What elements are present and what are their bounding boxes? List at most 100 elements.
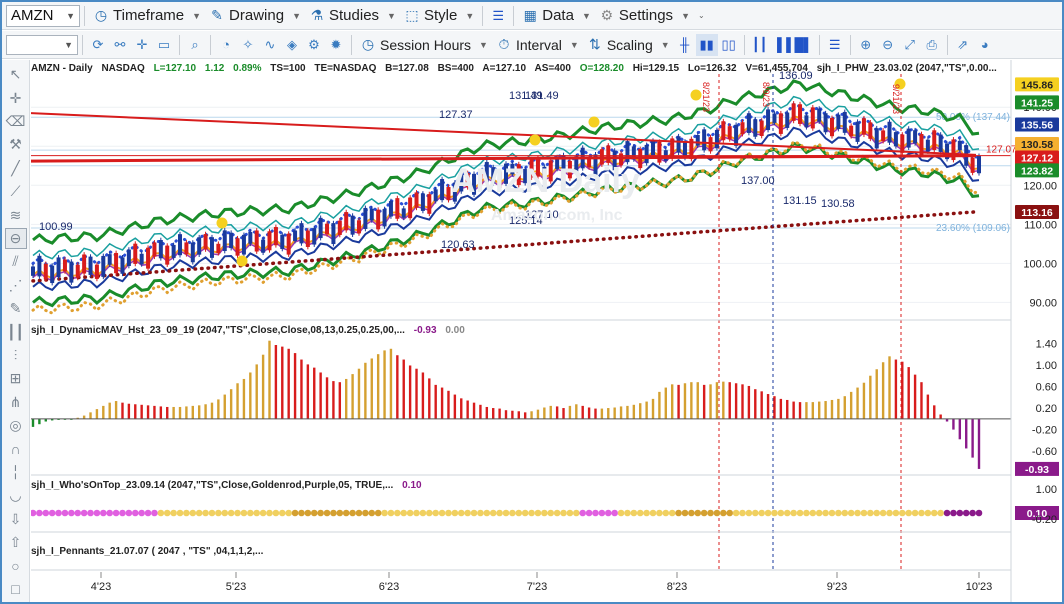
scaling-menu[interactable]: ⇅ Scaling ▼ bbox=[583, 33, 674, 57]
speed-lines-icon[interactable]: ⫶ bbox=[13, 346, 18, 363]
whos-on-top-dot bbox=[221, 509, 229, 517]
arrow-up-icon[interactable]: ⇧ bbox=[9, 534, 22, 551]
histogram-bar bbox=[779, 398, 783, 419]
ellipse-icon[interactable]: ○ bbox=[11, 557, 20, 574]
eraser-icon[interactable]: ⌫ bbox=[5, 112, 26, 129]
histogram-bar bbox=[313, 367, 316, 419]
price-candles bbox=[31, 101, 981, 286]
histogram-bar bbox=[702, 384, 706, 419]
divider bbox=[513, 5, 515, 26]
style-menu[interactable]: ⬚ Style ▼ bbox=[400, 4, 478, 28]
marker-icon[interactable]: ╎ bbox=[11, 463, 20, 480]
price-badge bbox=[1015, 204, 1059, 219]
refresh-icon[interactable]: ⟳ bbox=[92, 36, 104, 52]
link-icon[interactable]: ⚯ bbox=[114, 36, 126, 52]
symbol-combo[interactable]: AMZN ▼ bbox=[6, 4, 80, 27]
histogram-bar bbox=[639, 403, 642, 419]
whos-on-top-dot bbox=[202, 509, 209, 517]
candle-body bbox=[452, 182, 457, 202]
candle-body bbox=[727, 126, 732, 140]
whos-on-top-dot bbox=[464, 509, 471, 517]
bars-widest-icon[interactable]: █▌ bbox=[794, 37, 813, 52]
fit-icon[interactable]: ⤢ bbox=[904, 36, 915, 52]
layout-icon[interactable]: ☰ bbox=[828, 36, 841, 52]
histogram-bar bbox=[370, 358, 373, 419]
zoom-in-icon[interactable]: ⊕ bbox=[860, 36, 872, 52]
chevron-down-icon[interactable]: ▼ bbox=[66, 10, 75, 21]
hollow-candle-icon[interactable]: ▯▯ bbox=[721, 36, 736, 52]
horizontal-line-icon[interactable]: ⊖ bbox=[4, 227, 27, 250]
gann-icon[interactable]: ⊞ bbox=[9, 370, 22, 387]
wand-icon[interactable]: ✧ bbox=[242, 36, 254, 52]
whos-on-top-dot bbox=[285, 509, 292, 517]
histogram-bar bbox=[766, 394, 770, 419]
bars-wide-icon[interactable]: ▐▐ bbox=[772, 37, 791, 52]
chart-canvas[interactable]: 50.00% (137.44) 23.60% (109.06) 127.07 12… bbox=[31, 60, 1062, 602]
cog-icon[interactable]: ✹ bbox=[330, 36, 342, 52]
candle-body bbox=[721, 121, 726, 141]
timeframe-menu[interactable]: ◷ Timeframe ▼ bbox=[89, 4, 205, 28]
histogram-bar bbox=[600, 408, 604, 419]
magnifier-icon[interactable]: ⌕ bbox=[191, 36, 199, 52]
trendline-icon[interactable]: ╱ bbox=[11, 159, 20, 176]
layout-combo[interactable]: ▼ bbox=[6, 34, 78, 55]
fibonacci-icon[interactable]: ≋ bbox=[9, 206, 22, 223]
histogram-bar bbox=[287, 348, 290, 419]
candle-body bbox=[184, 242, 189, 255]
price-tick-label: 120.00 bbox=[1023, 180, 1057, 192]
vertical-bars-icon[interactable]: ┃┃ bbox=[7, 323, 24, 340]
crosshair-icon[interactable]: ✛ bbox=[136, 36, 148, 52]
candle-body bbox=[293, 230, 298, 242]
time-tick-label: 8'23 bbox=[667, 581, 687, 593]
print-icon[interactable]: ⎙ bbox=[926, 36, 937, 52]
add-chart-icon[interactable]: ⇗ bbox=[957, 36, 969, 52]
spiral-icon[interactable]: ◎ bbox=[9, 417, 22, 434]
candle-body bbox=[555, 157, 560, 169]
drawing-menu[interactable]: ✎ Drawing ▼ bbox=[205, 4, 305, 28]
whos-on-top-dot bbox=[138, 509, 145, 517]
data-menu[interactable]: ▦ Data ▼ bbox=[518, 4, 595, 28]
dynamicmav-value: -0.93 bbox=[414, 325, 437, 336]
gauge-icon[interactable]: ◔ bbox=[222, 37, 230, 52]
studies-menu[interactable]: ⚗ Studies ▼ bbox=[305, 4, 400, 28]
arrow-down-icon[interactable]: ⇩ bbox=[9, 510, 22, 527]
trendline-extend-icon[interactable]: ⟋ bbox=[10, 183, 21, 200]
gear-icon[interactable]: ⚙ bbox=[308, 36, 320, 52]
candle-body bbox=[535, 157, 540, 177]
candle-body bbox=[273, 226, 278, 246]
zoom-out-icon[interactable]: ⊖ bbox=[882, 36, 894, 52]
crosshair-icon[interactable]: ✛ bbox=[9, 89, 22, 106]
bar-chart-icon[interactable]: ╫ bbox=[680, 37, 690, 52]
rectangle-icon[interactable]: □ bbox=[11, 581, 20, 598]
gear-icon: ⚙ bbox=[600, 7, 614, 23]
wrench-icon[interactable]: ⚒ bbox=[9, 136, 22, 153]
palette-icon[interactable]: ◕ bbox=[980, 37, 989, 52]
histogram-bar bbox=[728, 382, 731, 419]
chart-settings-icon[interactable]: ◈ bbox=[287, 36, 297, 52]
candle-chart-icon[interactable]: ▮▮ bbox=[695, 33, 718, 56]
candle-body bbox=[829, 117, 834, 137]
session-hours-menu[interactable]: ◷ Session Hours ▼ bbox=[356, 33, 492, 57]
histogram-bar bbox=[658, 391, 661, 419]
cursor-icon[interactable]: ↖ bbox=[9, 66, 22, 83]
bars-narrow-icon[interactable]: ┃┃ bbox=[751, 36, 768, 52]
channel-icon[interactable]: ⫽ bbox=[12, 253, 19, 270]
candle-body bbox=[619, 153, 624, 166]
candle-body bbox=[810, 107, 815, 129]
whos-on-top-dot bbox=[879, 509, 887, 517]
layout-icon[interactable]: ☰ bbox=[492, 7, 505, 23]
whos-on-top-dot bbox=[170, 509, 177, 517]
interval-menu[interactable]: ⏱ Interval ▼ bbox=[492, 33, 583, 57]
settings-menu[interactable]: ⚙ Settings ▼ bbox=[595, 4, 694, 28]
overflow-icon[interactable]: ⌄ bbox=[697, 11, 705, 20]
pitchfork-icon[interactable]: ⋔ bbox=[9, 393, 22, 410]
whos-on-top-dot bbox=[918, 509, 925, 517]
regression-icon[interactable]: ⋰ bbox=[8, 276, 23, 293]
whos-on-top-dot bbox=[31, 509, 37, 517]
pen-icon[interactable]: ✎ bbox=[9, 300, 22, 317]
whos-on-top-dot bbox=[106, 509, 114, 517]
line-chart-icon[interactable]: ∿ bbox=[264, 36, 276, 52]
arc-icon[interactable]: ◡ bbox=[9, 487, 22, 504]
window-icon[interactable]: ▭ bbox=[157, 36, 171, 52]
cycle-icon[interactable]: ∩ bbox=[10, 440, 21, 457]
